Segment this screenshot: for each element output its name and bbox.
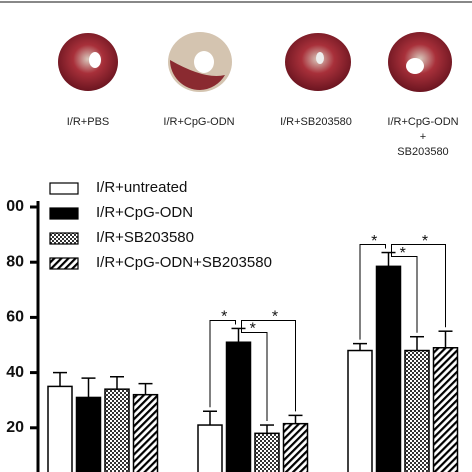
legend-label: I/R+CpG-ODN+SB203580: [96, 254, 272, 271]
y-tick-label: 40: [6, 364, 24, 381]
y-tick-label: 20: [6, 419, 24, 436]
legend-swatch: [49, 257, 79, 270]
y-tick-label: 60: [6, 309, 24, 326]
legend-label: I/R+CpG-ODN: [96, 204, 193, 221]
bar: [104, 388, 130, 472]
legend-swatch: [49, 182, 79, 195]
significance-star: *: [400, 245, 406, 262]
panel-label: +: [420, 131, 426, 143]
panel-label: I/R+PBS: [67, 116, 110, 128]
y-tick-label: 80: [6, 253, 24, 270]
significance-bracket: [391, 248, 418, 333]
significance-bracket: [359, 244, 386, 340]
significance-bracket: [391, 244, 446, 328]
legend-swatch: [49, 232, 79, 245]
lumen: [316, 52, 324, 64]
legend-label: I/R+untreated: [96, 179, 187, 196]
significance-star: *: [221, 309, 227, 326]
bar: [47, 385, 73, 472]
significance-star: *: [422, 233, 428, 250]
bar: [75, 396, 102, 472]
bar: [432, 347, 459, 472]
bar: [347, 349, 373, 472]
significance-star: *: [371, 233, 377, 250]
significance-bracket: [241, 319, 296, 412]
panel-label: I/R+CpG-ODN: [163, 116, 234, 128]
significance-star: *: [272, 309, 278, 326]
significance-star: *: [250, 321, 256, 338]
bar: [404, 349, 430, 472]
heart: [58, 33, 118, 91]
bar: [375, 265, 402, 472]
y-tick-label: 00: [6, 198, 24, 215]
significance-bracket: [241, 324, 268, 422]
panel-label: I/R+CpG-ODN: [387, 116, 458, 128]
bar: [282, 422, 309, 472]
bar: [254, 432, 280, 472]
heart-red: [170, 60, 225, 90]
panel-label: SB203580: [397, 146, 448, 158]
heart-images: [58, 32, 452, 92]
lumen: [194, 51, 214, 73]
legend-swatch: [49, 207, 79, 220]
bar: [132, 393, 159, 472]
panel-label: I/R+SB203580: [280, 116, 352, 128]
lumen: [89, 52, 101, 68]
significance-bracket: [209, 319, 236, 408]
bar: [225, 341, 252, 472]
legend-label: I/R+SB203580: [96, 229, 194, 246]
bar: [197, 424, 223, 472]
lumen: [406, 58, 424, 74]
